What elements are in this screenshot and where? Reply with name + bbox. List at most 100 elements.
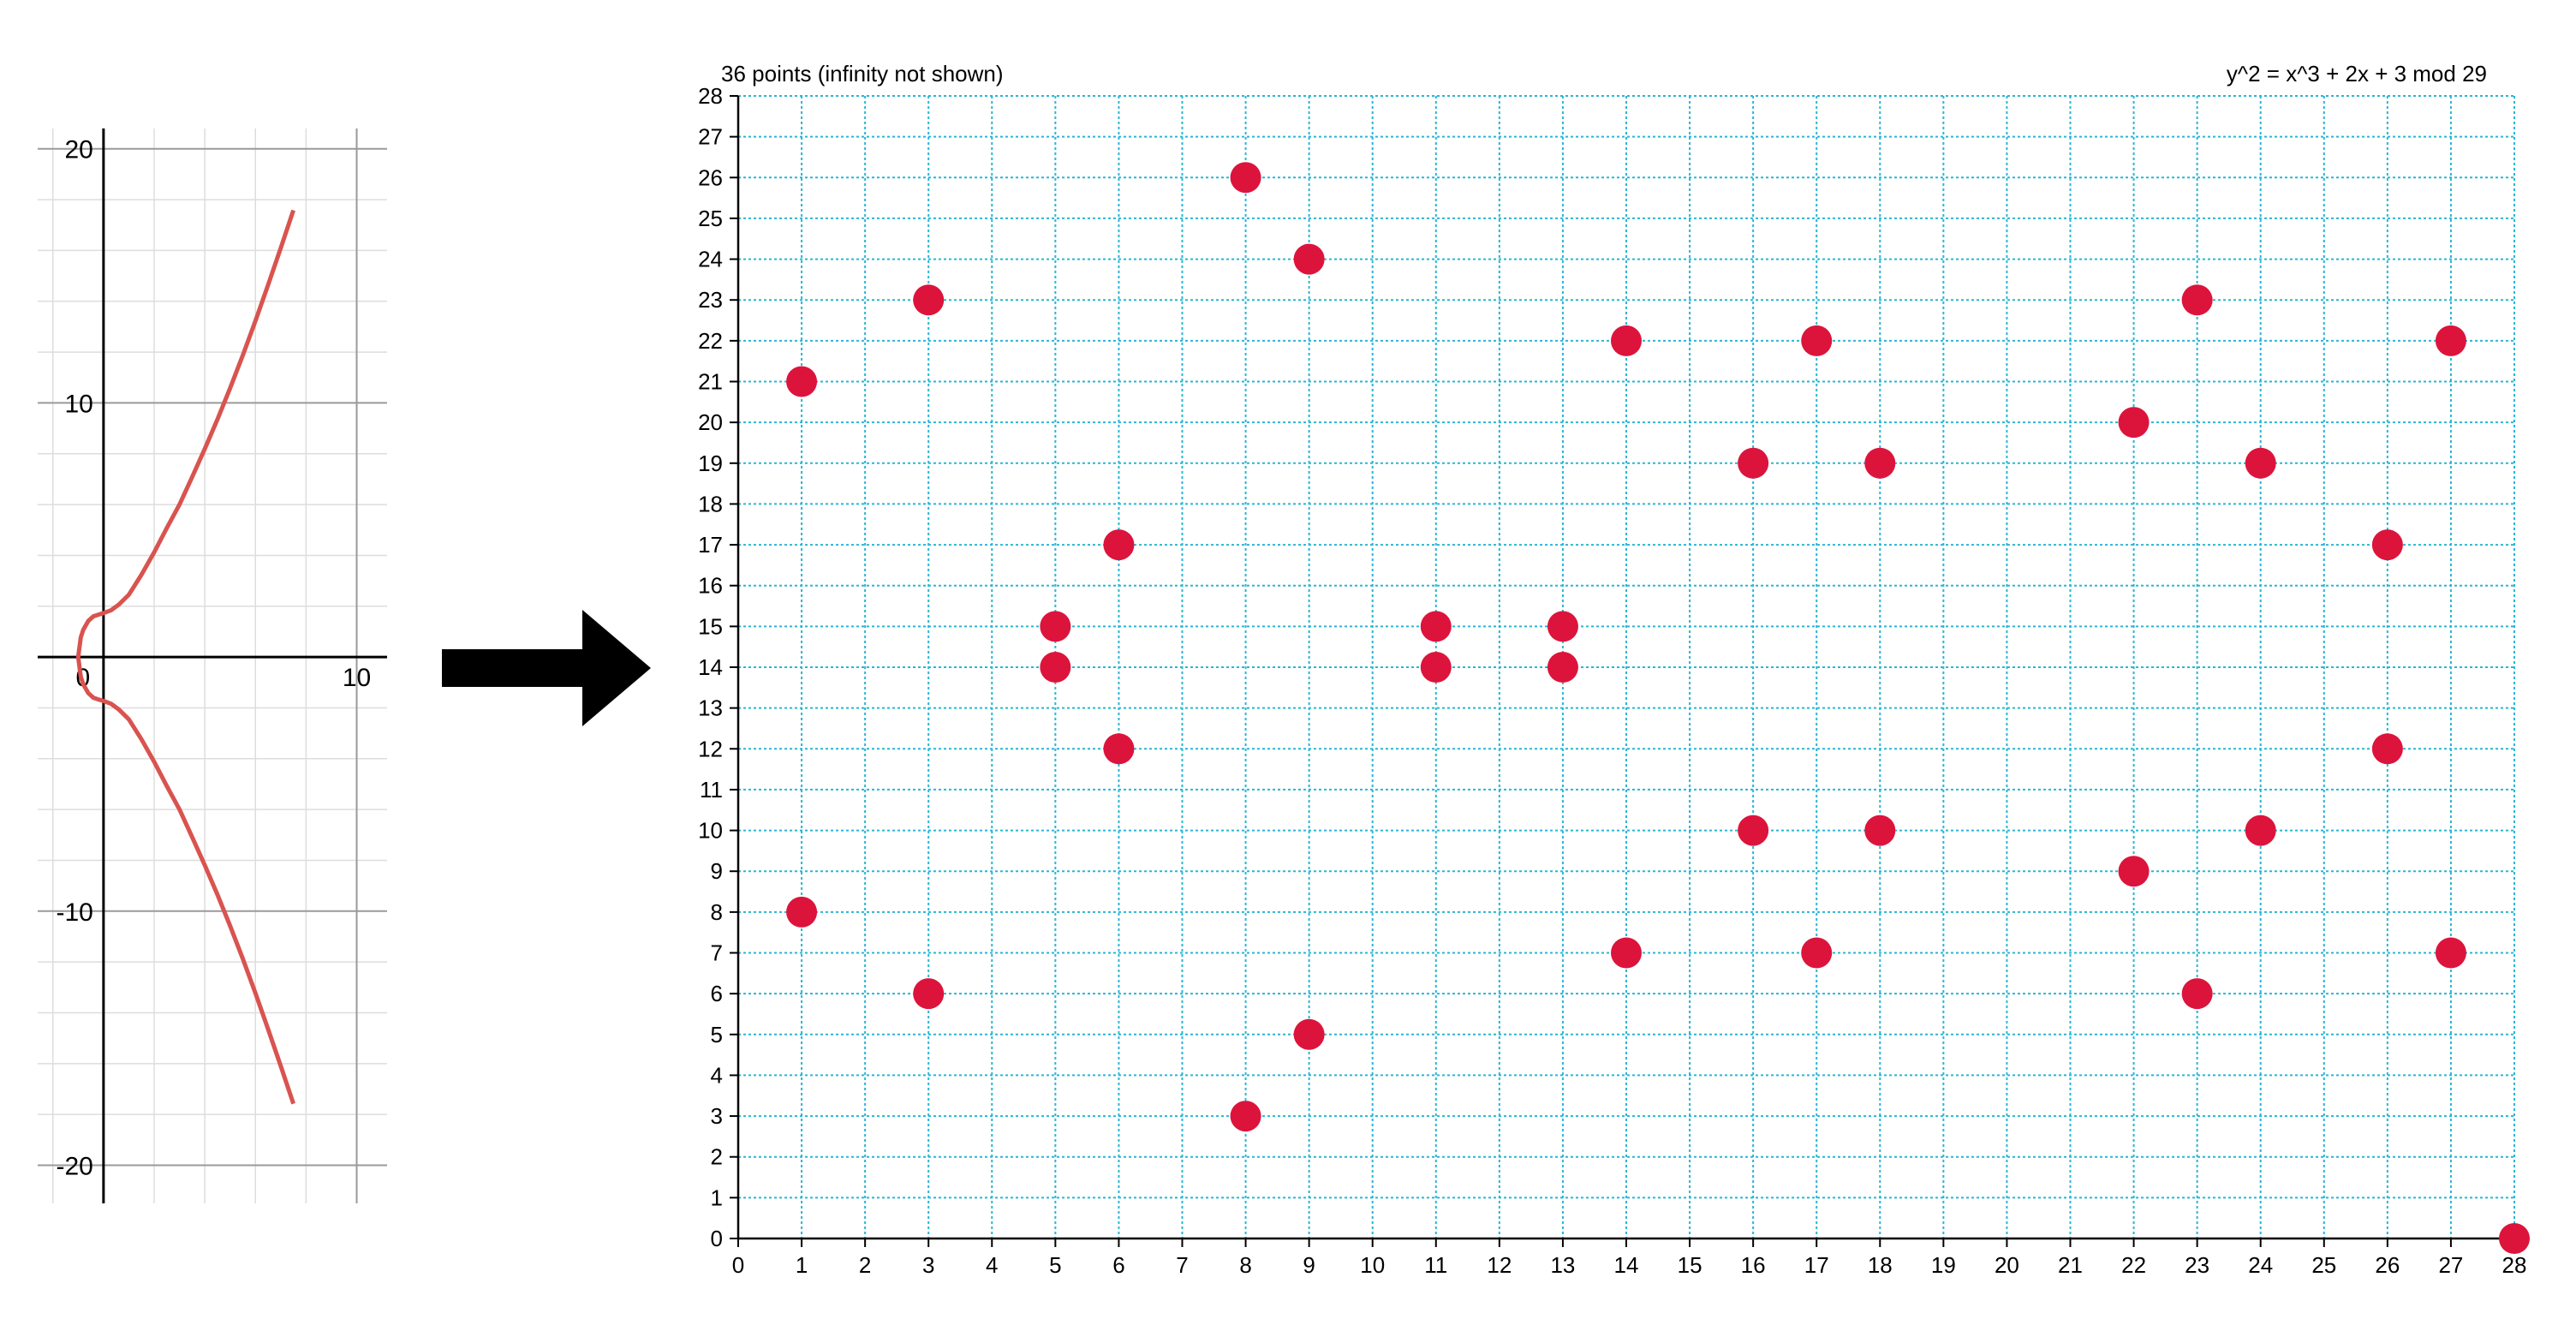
y-tick-label: 2 xyxy=(711,1144,723,1170)
x-tick-label: 20 xyxy=(1995,1252,2019,1278)
y-tick-label: 0 xyxy=(711,1226,723,1251)
x-tick-label: 6 xyxy=(1112,1252,1124,1278)
data-point xyxy=(1293,243,1325,275)
y-tick-label: 25 xyxy=(698,206,723,231)
y-tick-label: 4 xyxy=(711,1062,723,1088)
y-tick-label: 7 xyxy=(711,940,723,966)
data-point xyxy=(2118,856,2150,887)
x-tick-label: 21 xyxy=(2058,1252,2083,1278)
y-tick-label: 10 xyxy=(698,818,723,844)
y-tick-label: 6 xyxy=(711,981,723,1006)
data-point xyxy=(786,896,818,928)
x-tick-label: 14 xyxy=(1614,1252,1639,1278)
chart-subtitle: y^2 = x^3 + 2x + 3 mod 29 xyxy=(2227,61,2487,87)
x-tick-label: 0 xyxy=(732,1252,744,1278)
y-tick-label: 23 xyxy=(698,287,723,313)
data-point xyxy=(2499,1223,2530,1254)
x-tick-label: 4 xyxy=(986,1252,998,1278)
y-tick-label: 10 xyxy=(64,390,92,418)
data-point xyxy=(1611,325,1642,356)
y-tick-label: 19 xyxy=(698,451,723,476)
real-curve-grid xyxy=(38,128,387,1203)
scatter-y-tick-labels: 0123456789101112131415161718192021222324… xyxy=(698,83,723,1251)
y-tick-label: 18 xyxy=(698,491,723,516)
data-point xyxy=(1040,611,1071,642)
data-point xyxy=(1547,611,1578,642)
x-tick-label: 15 xyxy=(1678,1252,1702,1278)
data-point xyxy=(2181,284,2213,316)
chart-title: 36 points (infinity not shown) xyxy=(721,61,1004,87)
data-point xyxy=(1738,815,1769,846)
y-tick-label: 14 xyxy=(698,654,723,680)
x-tick-label: 23 xyxy=(2185,1252,2209,1278)
y-tick-label: 12 xyxy=(698,736,723,761)
x-tick-label: 27 xyxy=(2438,1252,2463,1278)
finite-field-scatter-chart: 36 points (infinity not shown) y^2 = x^3… xyxy=(698,61,2530,1278)
data-point xyxy=(2118,407,2150,439)
y-tick-label: 1 xyxy=(711,1185,723,1210)
x-tick-label: 24 xyxy=(2248,1252,2273,1278)
x-tick-label: 8 xyxy=(1239,1252,1251,1278)
data-point xyxy=(1864,815,1896,846)
real-curve-line xyxy=(75,209,295,1105)
y-tick-label: 24 xyxy=(698,247,723,272)
x-tick-label: 10 xyxy=(1360,1252,1385,1278)
y-tick-label: 20 xyxy=(64,136,92,164)
y-tick-label: 3 xyxy=(711,1103,723,1129)
x-tick-label: 12 xyxy=(1487,1252,1512,1278)
data-point xyxy=(786,366,818,397)
x-tick-label: 26 xyxy=(2375,1252,2400,1278)
x-tick-label: 2 xyxy=(859,1252,871,1278)
x-tick-label: 16 xyxy=(1741,1252,1766,1278)
scatter-grid xyxy=(737,95,2515,1239)
data-point xyxy=(2435,937,2466,969)
scatter-axes xyxy=(730,95,2515,1247)
x-tick-label: 7 xyxy=(1176,1252,1188,1278)
data-point xyxy=(1738,447,1769,479)
scatter-x-tick-labels: 0 1 2 3 4 5 6 7 8 9 10 11 12 13 14 15 16 17 18 19 20 21 22 23 24… xyxy=(732,1252,2527,1278)
data-point xyxy=(1801,325,1833,356)
x-tick-label: 3 xyxy=(922,1252,934,1278)
x-tick-label: 19 xyxy=(1931,1252,1956,1278)
data-point xyxy=(1040,652,1071,683)
y-tick-label: 22 xyxy=(698,328,723,354)
x-tick-label: 28 xyxy=(2502,1252,2527,1278)
y-tick-label: 20 xyxy=(698,409,723,435)
y-tick-label: 8 xyxy=(711,899,723,925)
x-tick-label: 13 xyxy=(1550,1252,1575,1278)
x-tick-label: 22 xyxy=(2121,1252,2146,1278)
x-tick-label: 11 xyxy=(1424,1252,1447,1278)
y-tick-label: 17 xyxy=(698,532,723,558)
y-tick-label: 5 xyxy=(711,1022,723,1047)
data-point xyxy=(1103,733,1135,765)
data-point xyxy=(1230,1101,1261,1132)
data-point xyxy=(913,978,945,1010)
y-tick-label: 28 xyxy=(698,83,723,109)
y-tick-label: 26 xyxy=(698,164,723,190)
y-tick-label: -20 xyxy=(57,1152,93,1180)
data-point xyxy=(913,284,945,316)
data-point xyxy=(2245,815,2276,846)
x-tick-label: 18 xyxy=(1868,1252,1893,1278)
data-point xyxy=(1230,162,1261,194)
y-tick-label: 27 xyxy=(698,124,723,150)
data-point xyxy=(1293,1018,1325,1050)
x-tick-label: 10 xyxy=(343,664,371,692)
x-tick-label: 25 xyxy=(2311,1252,2336,1278)
x-tick-label: 9 xyxy=(1303,1252,1315,1278)
transform-arrow-icon xyxy=(442,610,651,726)
real-curve-axes xyxy=(38,128,387,1203)
y-tick-label: 11 xyxy=(700,777,723,803)
data-point xyxy=(2371,529,2403,561)
x-tick-label: 1 xyxy=(796,1252,808,1278)
y-tick-label: 21 xyxy=(698,369,723,395)
y-tick-label: 16 xyxy=(698,573,723,599)
x-tick-label: 17 xyxy=(1804,1252,1829,1278)
y-tick-label: -10 xyxy=(57,898,93,927)
data-point xyxy=(2435,325,2466,356)
data-point xyxy=(2371,733,2403,765)
data-point xyxy=(1103,529,1135,561)
